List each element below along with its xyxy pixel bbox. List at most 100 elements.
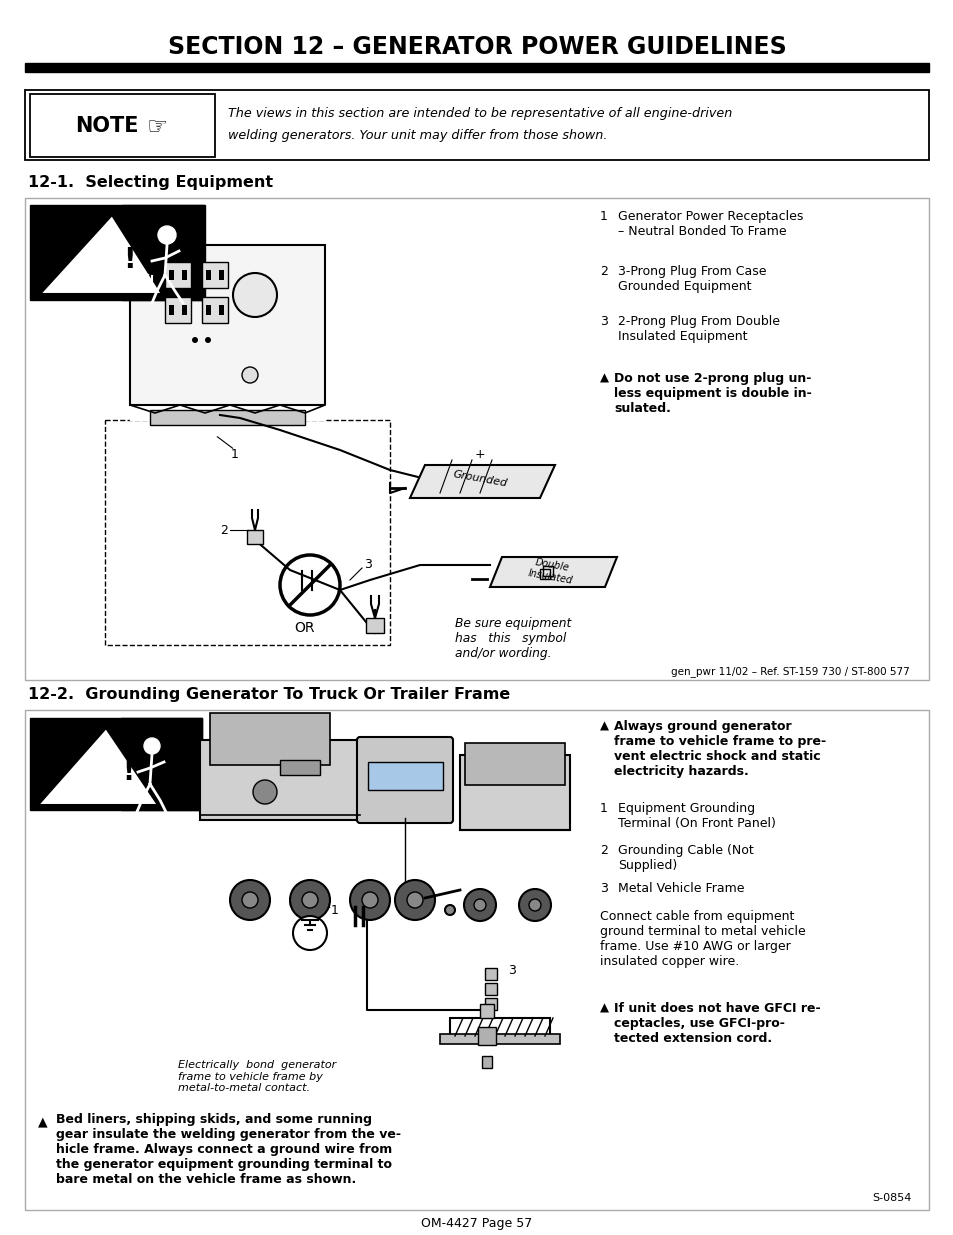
Bar (210, 713, 330, 764)
Bar (484, 998, 497, 1010)
Circle shape (293, 916, 327, 950)
Bar (479, 1004, 494, 1018)
Text: 12-1.  Selecting Equipment: 12-1. Selecting Equipment (28, 175, 273, 190)
Text: ▲: ▲ (38, 1115, 48, 1128)
Text: 3-Prong Plug From Case
Grounded Equipment: 3-Prong Plug From Case Grounded Equipmen… (618, 266, 765, 293)
Circle shape (302, 892, 317, 908)
Text: If unit does not have GFCI re-
ceptacles, use GFCI-pro-
tected extension cord.: If unit does not have GFCI re- ceptacles… (614, 1002, 820, 1045)
Bar (122, 205, 204, 300)
Text: gen_pwr 11/02 – Ref. ST-159 730 / ST-800 577: gen_pwr 11/02 – Ref. ST-159 730 / ST-800… (671, 667, 909, 678)
Bar (459, 755, 569, 830)
Bar (219, 305, 224, 315)
Circle shape (290, 881, 330, 920)
Text: 2: 2 (406, 904, 414, 916)
Circle shape (474, 899, 485, 911)
Text: ☞: ☞ (148, 115, 169, 140)
Text: 3: 3 (599, 315, 607, 329)
Text: 2: 2 (220, 524, 228, 536)
FancyBboxPatch shape (25, 710, 928, 1210)
Text: Metal Vehicle Frame: Metal Vehicle Frame (618, 882, 743, 895)
Text: OM-4427 Page 57: OM-4427 Page 57 (421, 1218, 532, 1230)
FancyBboxPatch shape (25, 90, 928, 161)
Text: Grounding Cable (Not
Supplied): Grounding Cable (Not Supplied) (618, 844, 753, 872)
Bar (165, 262, 191, 288)
Text: Bed liners, shipping skids, and some running
gear insulate the welding generator: Bed liners, shipping skids, and some run… (56, 1113, 400, 1186)
Bar (484, 983, 497, 995)
FancyBboxPatch shape (356, 737, 453, 823)
Bar (30, 205, 205, 300)
Text: Always ground generator
frame to vehicle frame to pre-
vent electric shock and s: Always ground generator frame to vehicle… (614, 720, 825, 778)
Text: 1: 1 (599, 802, 607, 815)
Text: 2: 2 (599, 266, 607, 278)
Bar (450, 1018, 550, 1036)
Text: ▲: ▲ (599, 1002, 608, 1015)
Text: 1: 1 (599, 210, 607, 224)
Text: 1: 1 (231, 448, 238, 462)
Text: welding generators. Your unit may differ from those shown.: welding generators. Your unit may differ… (228, 130, 607, 142)
Bar (481, 1056, 492, 1068)
Circle shape (395, 881, 435, 920)
Bar (30, 718, 202, 810)
Circle shape (205, 337, 211, 343)
Text: GND/PE: GND/PE (288, 900, 331, 910)
Text: 3: 3 (508, 963, 516, 977)
Circle shape (230, 881, 270, 920)
Polygon shape (490, 557, 617, 587)
Text: S-0854: S-0854 (872, 1193, 911, 1203)
Text: The views in this section are intended to be representative of all engine-driven: The views in this section are intended t… (228, 106, 732, 120)
Text: Connect cable from equipment
ground terminal to metal vehicle
frame. Use #10 AWG: Connect cable from equipment ground term… (599, 910, 805, 968)
Text: 2-Prong Plug From Double
Insulated Equipment: 2-Prong Plug From Double Insulated Equip… (618, 315, 780, 343)
Circle shape (529, 899, 540, 911)
Text: 2: 2 (599, 844, 607, 857)
Bar (169, 270, 173, 280)
Bar (368, 762, 442, 790)
Bar (169, 305, 173, 315)
Text: Equipment Grounding
Terminal (On Front Panel): Equipment Grounding Terminal (On Front P… (618, 802, 775, 830)
Text: 1: 1 (331, 904, 338, 916)
Circle shape (192, 337, 198, 343)
Bar (539, 569, 550, 579)
Circle shape (242, 892, 257, 908)
Text: !: ! (123, 246, 135, 274)
Circle shape (407, 892, 422, 908)
Bar (206, 270, 211, 280)
Text: !: ! (122, 760, 134, 785)
Bar (280, 760, 319, 776)
Text: Double
Insulated: Double Insulated (526, 557, 575, 585)
Text: +: + (475, 448, 485, 462)
Bar (542, 566, 553, 576)
Bar (219, 270, 224, 280)
Bar (150, 410, 305, 425)
Circle shape (253, 781, 276, 804)
Bar (477, 1028, 496, 1045)
Bar (366, 618, 384, 634)
FancyBboxPatch shape (30, 94, 214, 157)
FancyBboxPatch shape (25, 198, 928, 680)
Bar (247, 530, 263, 543)
Circle shape (518, 889, 551, 921)
Circle shape (144, 739, 160, 755)
Text: Be sure equipment
has   this   symbol
and/or wording.: Be sure equipment has this symbol and/or… (455, 618, 571, 659)
Polygon shape (40, 215, 162, 294)
Text: OR: OR (294, 621, 314, 635)
Text: Electrically  bond  generator
frame to vehicle frame by
metal-to-metal contact.: Electrically bond generator frame to veh… (178, 1060, 335, 1093)
Text: 3: 3 (599, 882, 607, 895)
Circle shape (158, 226, 175, 245)
Text: ▲: ▲ (599, 720, 608, 734)
Circle shape (444, 905, 455, 915)
Text: Grounded: Grounded (452, 469, 508, 489)
Circle shape (233, 273, 276, 317)
Text: ▲: ▲ (599, 372, 608, 385)
Bar (200, 740, 359, 820)
Text: 3: 3 (364, 558, 372, 572)
Bar (130, 245, 325, 405)
Bar (182, 305, 187, 315)
Text: SECTION 12 – GENERATOR POWER GUIDELINES: SECTION 12 – GENERATOR POWER GUIDELINES (168, 35, 785, 59)
Bar (25, 63, 928, 72)
Bar (165, 296, 191, 324)
Bar (484, 968, 497, 981)
Bar (206, 305, 211, 315)
Text: NOTE: NOTE (75, 116, 138, 136)
Circle shape (242, 367, 257, 383)
Bar (202, 296, 228, 324)
